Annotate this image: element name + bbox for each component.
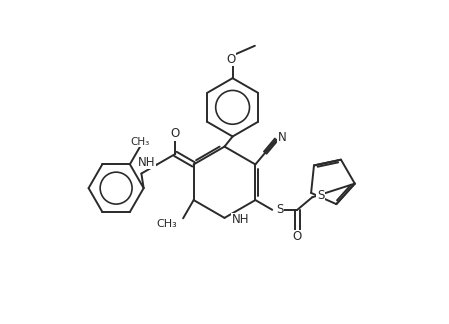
Text: O: O — [171, 127, 180, 140]
Text: S: S — [276, 203, 284, 216]
Text: CH₃: CH₃ — [130, 137, 150, 147]
Text: CH₃: CH₃ — [156, 219, 177, 229]
Text: NH: NH — [138, 156, 155, 169]
Text: N: N — [278, 132, 286, 145]
Text: NH: NH — [232, 214, 249, 226]
Text: S: S — [317, 189, 324, 202]
Text: O: O — [293, 230, 302, 243]
Text: O: O — [226, 52, 236, 66]
